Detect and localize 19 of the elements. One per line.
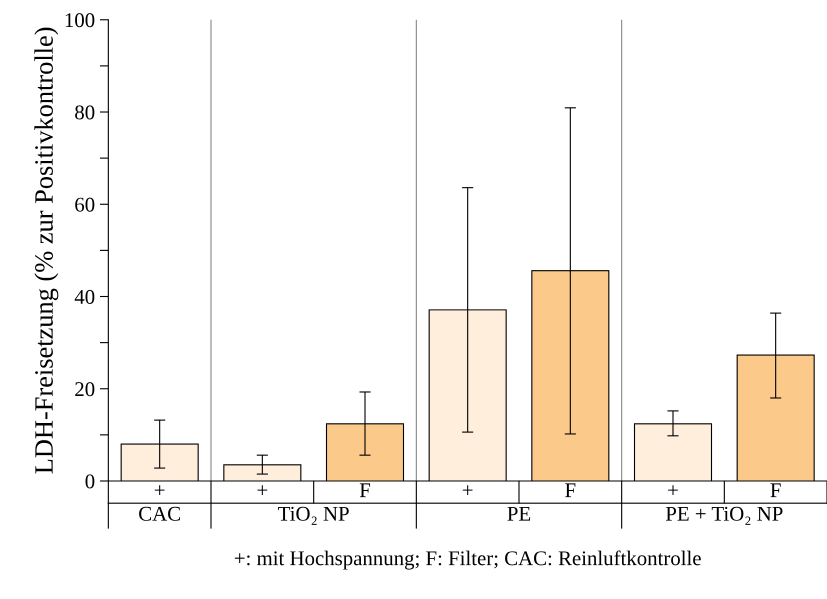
x-tick-label: + [258, 485, 268, 496]
y-tick-label: 100 [66, 13, 94, 28]
x-tick-label: + [462, 485, 473, 496]
text: PE [507, 506, 530, 521]
y-tick-label: 80 [75, 105, 94, 120]
y-tick-label: 40 [74, 290, 94, 304]
text: CAC [139, 506, 180, 521]
y-tick-label: 20 [75, 382, 94, 396]
x-tick-label: + [668, 485, 678, 496]
text: TiO₂ NP [278, 506, 349, 525]
x-tick-label: + [154, 485, 165, 496]
y-axis-title: LDH-Freisetzung (% zur Positivkontrolle) [34, 28, 58, 474]
y-tick-label: 0 [86, 474, 94, 488]
x-tick-label: F [360, 483, 370, 498]
x-tick-label: F [565, 483, 576, 498]
x-tick-label: F [770, 483, 781, 498]
text: PE + TiO₂ NP [666, 506, 783, 525]
y-tick-label: 60 [75, 198, 94, 212]
x-axis-title: +: mit Hochspannung; F: Filter; CAC: Reinluftkontrolle [234, 550, 701, 570]
